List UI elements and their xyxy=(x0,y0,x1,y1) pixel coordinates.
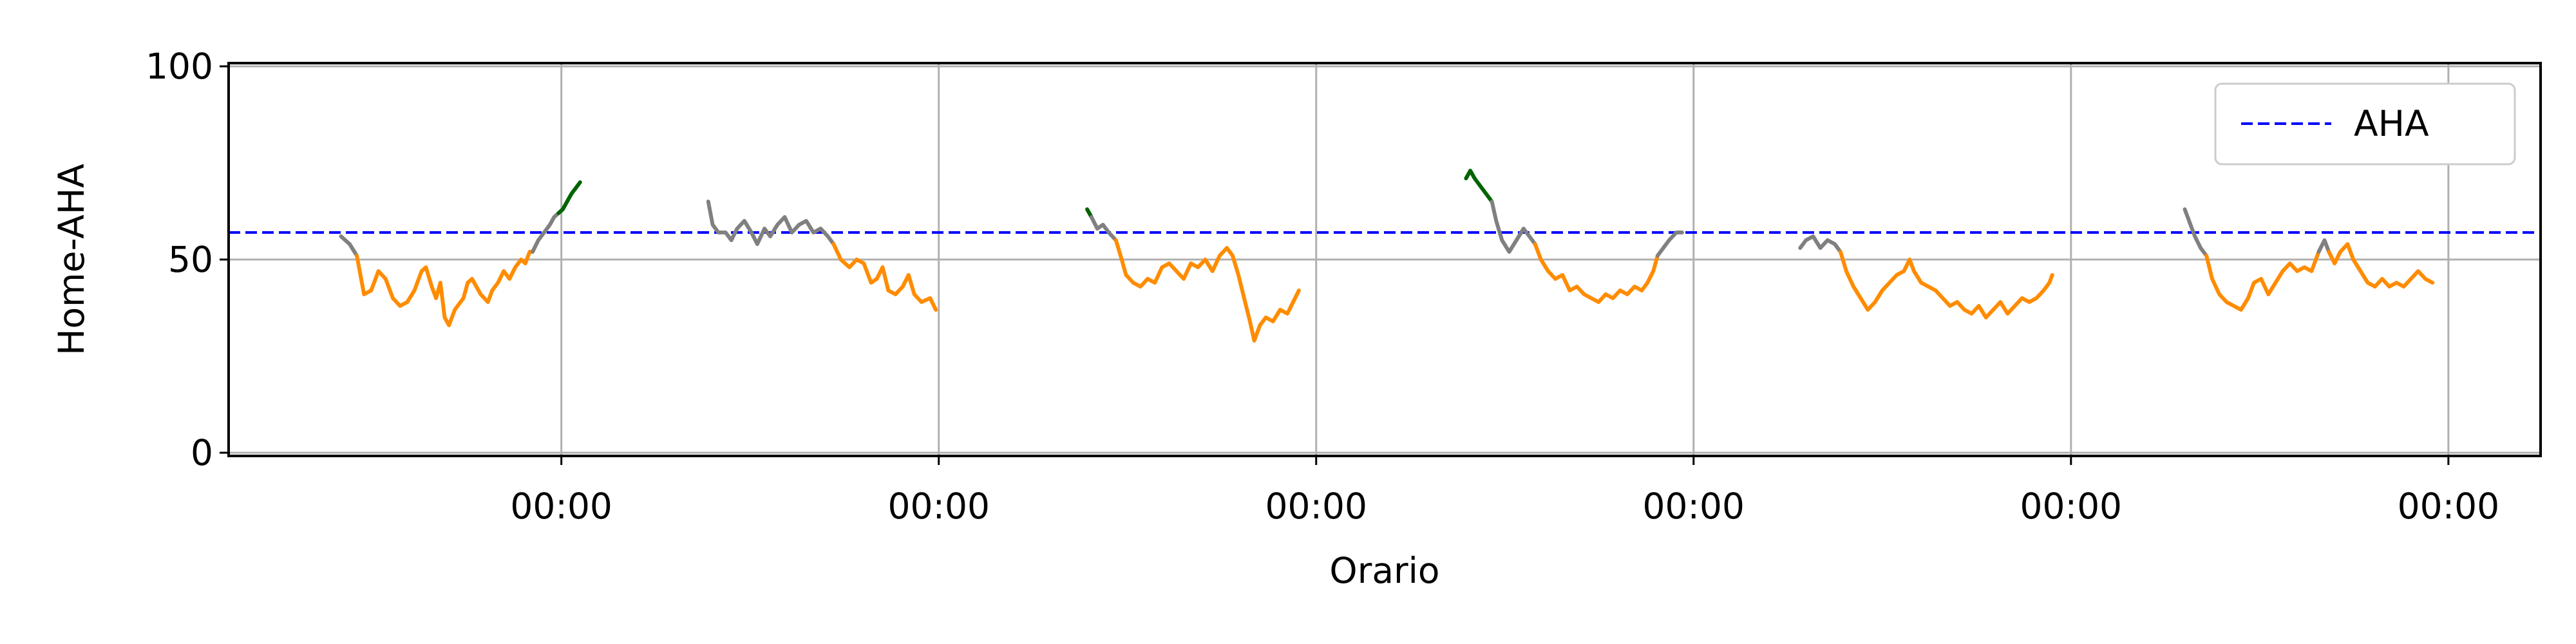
series-segment xyxy=(1490,200,1537,254)
series-segment xyxy=(831,242,938,312)
x-axis-label: Orario xyxy=(1329,550,1439,591)
series-segment xyxy=(1838,250,2054,319)
series-lines xyxy=(339,169,2435,343)
y-tick-label: 100 xyxy=(146,46,213,87)
series-segment xyxy=(355,250,535,327)
x-tick-label: 00:00 xyxy=(887,486,990,527)
x-tick-label: 00:00 xyxy=(2020,486,2123,527)
series-segment xyxy=(1798,234,1842,254)
y-tick-label: 50 xyxy=(168,239,213,280)
legend-box xyxy=(2214,82,2516,166)
x-tick-label: 00:00 xyxy=(510,486,612,527)
legend: AHA xyxy=(2214,82,2516,166)
series-segment xyxy=(1113,238,1301,343)
series-segment xyxy=(2183,207,2209,258)
grid-lines xyxy=(229,63,2541,456)
series-segment xyxy=(1533,242,1660,304)
y-axis: 0 50 100 xyxy=(146,46,229,473)
x-tick-label: 00:00 xyxy=(1265,486,1367,527)
legend-label-aha: AHA xyxy=(2354,103,2429,144)
series-segment xyxy=(556,180,582,215)
series-segment xyxy=(2327,242,2435,289)
series-segment xyxy=(1655,231,1684,258)
x-axis: 00:00 00:00 00:00 00:00 00:00 00:00 xyxy=(510,456,2499,527)
series-segment xyxy=(2316,238,2331,254)
series-segment xyxy=(2204,250,2321,312)
series-segment xyxy=(531,211,561,254)
series-segment xyxy=(706,200,836,246)
x-tick-label: 00:00 xyxy=(2398,486,2500,527)
y-tick-label: 0 xyxy=(191,432,213,473)
series-segment xyxy=(1464,169,1494,204)
y-axis-label: Home-AHA xyxy=(51,164,92,355)
series-segment xyxy=(1089,215,1118,242)
x-tick-label: 00:00 xyxy=(1643,486,1745,527)
series-segment xyxy=(339,234,359,258)
